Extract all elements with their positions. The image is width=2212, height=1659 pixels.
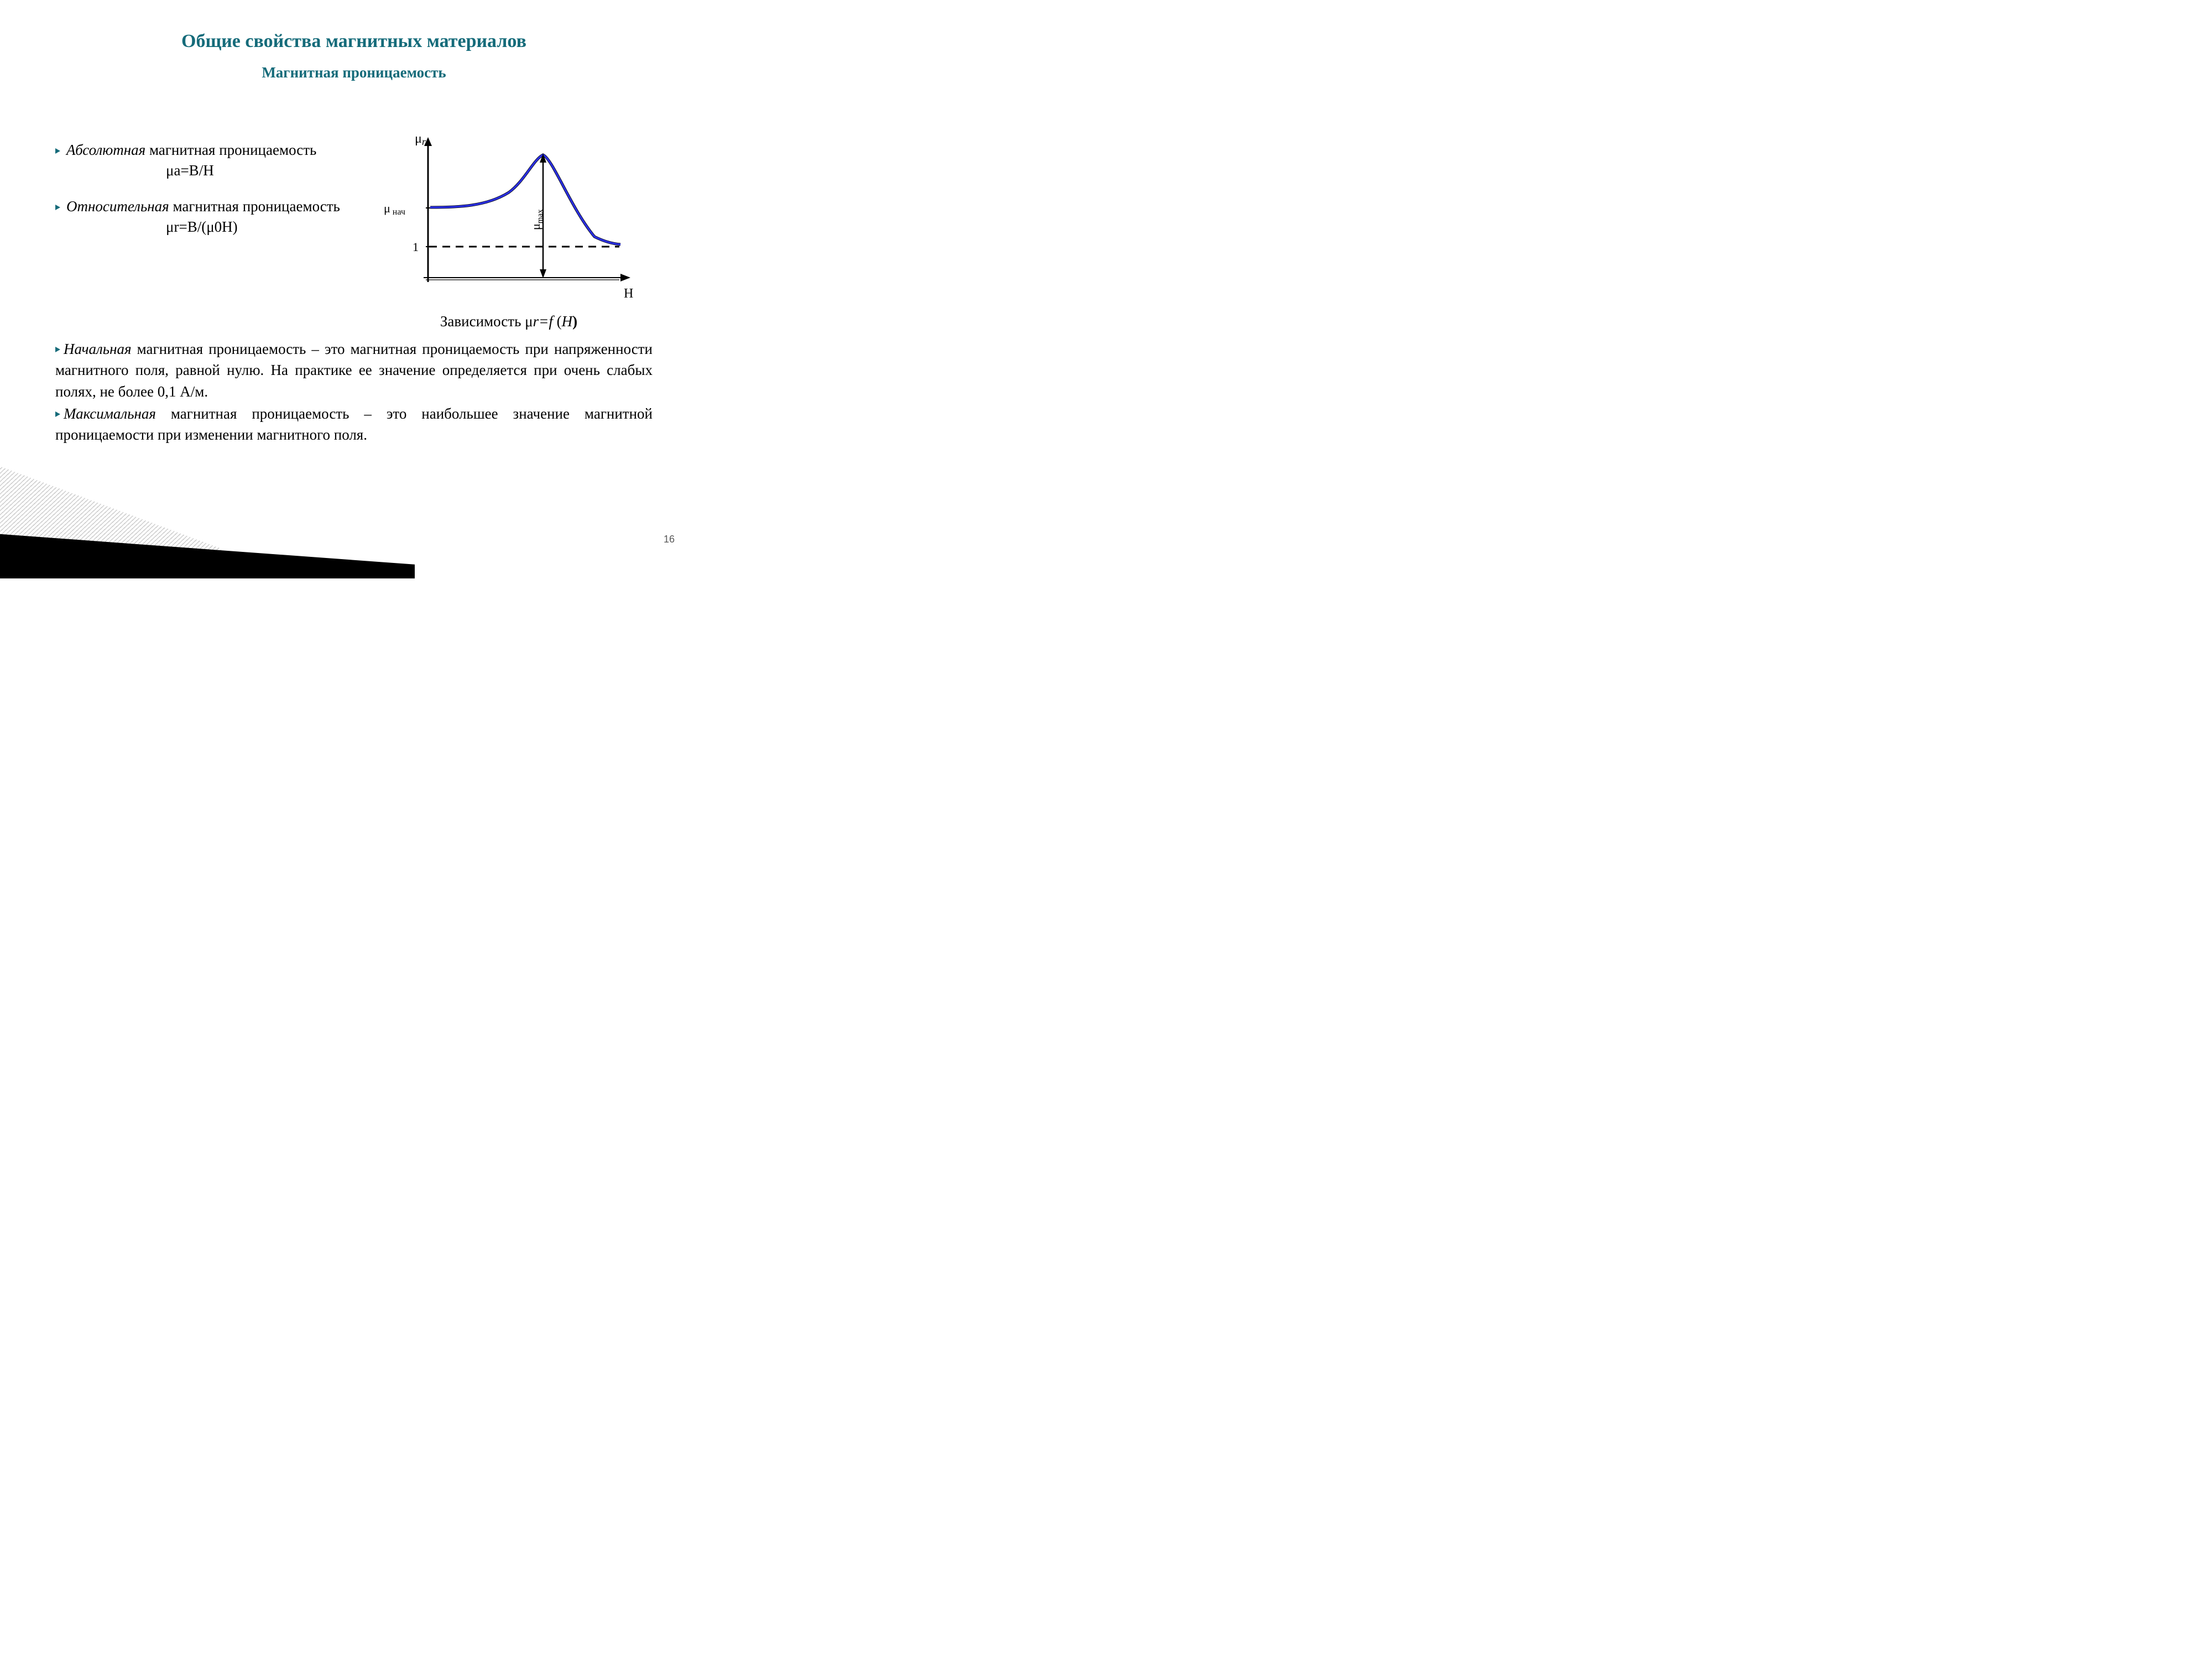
- formula-absolute: μа=В/Н: [55, 162, 343, 179]
- slide-title: Общие свойства магнитных материалов: [0, 31, 708, 52]
- term-absolute-rest: магнитная проницаемость: [145, 142, 316, 158]
- curve-outline: [430, 155, 620, 244]
- mu-max-arrow-bottom-icon: [540, 269, 546, 278]
- permeability-chart: μr μ нач 1 H μmax: [376, 131, 641, 302]
- para-maximal: Максимальная магнитная проницаемость – э…: [55, 403, 653, 446]
- caption-italic: r=f: [533, 313, 557, 330]
- caption-h: H: [562, 313, 573, 330]
- slide-subtitle: Магнитная проницаемость: [0, 64, 708, 81]
- term-relative-rest: магнитная проницаемость: [169, 198, 340, 215]
- term-relative: Относительная: [66, 198, 169, 215]
- para1-term: Начальная: [64, 341, 132, 357]
- chart-svg: μr μ нач 1 H μmax: [376, 131, 641, 302]
- body-paragraphs: Начальная магнитная проницаемость – это …: [55, 338, 653, 447]
- bullet-arrow-icon: [55, 205, 60, 210]
- caption-close: ): [572, 313, 577, 330]
- bullet-arrow-icon: [55, 347, 60, 352]
- y-axis-label: μr: [415, 132, 426, 147]
- caption-prefix: Зависимость μ: [440, 313, 533, 330]
- definitions-block: Абсолютная магнитная проницаемость μа=В/…: [55, 142, 343, 254]
- para1-rest: магнитная проницаемость – это магнитная …: [55, 341, 653, 400]
- curve-line: [430, 155, 620, 244]
- caption-open: (: [557, 313, 562, 330]
- bullet-arrow-icon: [55, 411, 60, 417]
- term-absolute: Абсолютная: [66, 142, 145, 158]
- slide: Общие свойства магнитных материалов Магн…: [0, 31, 708, 562]
- bullet-absolute: Абсолютная магнитная проницаемость: [55, 142, 343, 159]
- bullet-relative: Относительная магнитная проницаемость: [55, 198, 343, 215]
- para2-term: Максимальная: [64, 405, 156, 422]
- x-axis-label: H: [624, 286, 633, 301]
- para-initial: Начальная магнитная проницаемость – это …: [55, 338, 653, 402]
- chart-caption: Зависимость μr=f (H): [376, 313, 641, 330]
- mu-max-label: μmax: [529, 209, 545, 230]
- mu-nach-label: μ нач: [384, 201, 405, 217]
- one-label: 1: [413, 240, 419, 254]
- page-number: 16: [664, 534, 675, 545]
- formula-relative: μr=В/(μ0Н): [55, 218, 343, 236]
- bullet-arrow-icon: [55, 148, 60, 154]
- x-axis-arrow-icon: [620, 274, 630, 281]
